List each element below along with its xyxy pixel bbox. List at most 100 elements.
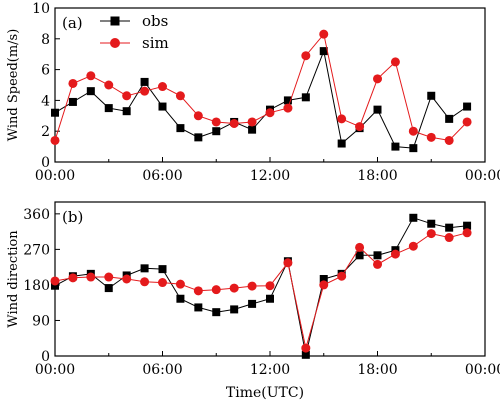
panel-b-obs-point — [266, 294, 274, 303]
panel-b-sim-point — [283, 258, 293, 268]
panel-b-sim-point — [175, 279, 185, 289]
panel-a-wind-speed: (a) Wind Speed(m/s) obs sim 00:00 06:00 12… — [6, 1, 500, 184]
panel-a-sim-point — [229, 119, 239, 128]
panel-b-sim-point — [158, 278, 167, 288]
panel-a-sim-point — [86, 71, 96, 81]
panel-b-sim-point — [86, 272, 96, 282]
panel-a-obs-point — [301, 93, 310, 102]
panel-a-obs-point — [319, 47, 328, 56]
panel-a-obs-point — [158, 102, 167, 111]
panel-b-x-tick-label: 12:00 — [250, 362, 290, 378]
panel-a-x-tick-label: 06:00 — [142, 168, 182, 184]
panel-b-obs-point — [51, 281, 59, 290]
panel-b-obs-point — [104, 284, 113, 293]
panel-b-plot-frame — [54, 201, 486, 357]
panel-b-obs-point — [319, 275, 328, 283]
panel-b-sim-point — [122, 274, 132, 284]
panel-b-x-tick-label: 06:00 — [142, 362, 182, 378]
panel-b-sim-point — [50, 276, 60, 286]
panel-b-sim-line — [54, 232, 468, 349]
panel-b-obs-point — [301, 350, 310, 359]
panel-b-sim-point — [104, 272, 114, 282]
panel-b-sim-point — [193, 286, 203, 296]
panel-b-y-tick-label: 0 — [41, 349, 50, 365]
panel-a-sim-point — [462, 117, 472, 127]
panel-a-sim-point — [50, 135, 60, 145]
panel-b-y-tick-label: 360 — [23, 207, 50, 223]
panel-a-sim-point — [193, 111, 203, 121]
panel-a-x-tick-label: 00:00 — [35, 168, 75, 184]
panel-b-x-tick-label: 00:00 — [465, 362, 500, 378]
legend-sim-marker — [110, 38, 120, 48]
panel-b-sim-point — [390, 249, 400, 259]
panel-a-sim-point — [337, 114, 347, 124]
panel-a-x-tick-label: 00:00 — [465, 168, 500, 184]
panel-a-sim-point — [104, 80, 114, 90]
panel-b-sim-point — [373, 259, 382, 269]
panel-b-obs-point — [194, 303, 203, 312]
panel-b-obs-point — [427, 219, 436, 228]
panel-b-y-tick-label: 90 — [32, 313, 50, 329]
panel-b-sim-point — [140, 277, 150, 287]
panel-b-x-axis-label: Time(UTC) — [226, 385, 304, 401]
panel-b-obs-point — [176, 294, 185, 303]
panel-b-wind-direction: (b) Wind direction Time(UTC) 00:00 06:00 1… — [6, 201, 500, 401]
panel-b-sim-point — [68, 273, 78, 283]
panel-a-obs-point — [373, 105, 382, 114]
panel-b-obs-point — [230, 305, 239, 314]
panel-a-obs-point — [409, 144, 418, 153]
panel-b-x-tick-label: 18:00 — [357, 362, 397, 378]
panel-a-sim-point — [158, 82, 167, 92]
panel-a-sim-point — [355, 122, 365, 132]
panel-a-sim-point — [373, 74, 382, 84]
panel-a-obs-point — [140, 77, 149, 86]
legend-obs-marker — [110, 16, 120, 26]
panel-b-sim-point — [444, 233, 454, 243]
panel-a-obs-point — [391, 142, 400, 151]
panel-a-y-tick-label: 8 — [41, 32, 50, 48]
legend-sim-label: sim — [142, 34, 169, 52]
panel-a-x-tick-label: 18:00 — [357, 168, 397, 184]
panel-a-sim-point — [390, 57, 400, 67]
panel-a-obs-point — [445, 114, 454, 123]
panel-a-plot-frame — [54, 7, 486, 163]
panel-b-sim-point — [426, 229, 436, 239]
panel-a-sim-point — [122, 91, 132, 101]
panel-a-sim-point — [247, 117, 257, 127]
panel-b-obs-point — [373, 251, 382, 260]
panel-a-obs-point — [104, 104, 113, 113]
panel-a-obs-point — [248, 125, 257, 134]
panel-a-sim-point — [265, 108, 275, 118]
panel-a-obs-point — [337, 139, 346, 148]
panel-b-obs-point — [248, 299, 257, 308]
panel-b-obs-point — [355, 251, 364, 260]
panel-a-sim-point — [319, 29, 329, 39]
panel-b-obs-point — [445, 223, 454, 232]
panel-b-x-tick-label: 00:00 — [35, 362, 75, 378]
panel-a-obs-point — [283, 96, 292, 105]
panel-a-obs-point — [176, 124, 185, 133]
panel-b-obs-point — [212, 308, 221, 317]
panel-a-legend: obs sim — [100, 12, 169, 52]
panel-b-sim-point — [247, 281, 257, 291]
panel-a-x-tick-label: 12:00 — [250, 168, 290, 184]
panel-a-sim-point — [175, 91, 185, 101]
panel-b-label: (b) — [62, 208, 83, 226]
panel-b-sim-point — [462, 228, 472, 238]
panel-b-sim-point — [355, 242, 365, 252]
panel-b-sim-point — [319, 280, 329, 290]
panel-a-obs-point — [212, 127, 221, 136]
panel-a-obs-point — [122, 107, 131, 116]
panel-a-obs-point — [463, 102, 472, 111]
panel-a-obs-point — [427, 91, 436, 100]
panel-a-y-tick-label: 2 — [41, 124, 50, 140]
panel-a-sim-point — [301, 51, 311, 61]
panel-a-y-axis-label: Wind Speed(m/s) — [6, 29, 21, 142]
panel-a-sim-point — [211, 117, 221, 127]
panel-b-sim-point — [301, 343, 311, 353]
panel-a-sim-point — [283, 103, 293, 113]
panel-b-sim-point — [408, 241, 418, 251]
panel-b-y-tick-label: 270 — [23, 242, 50, 258]
panel-a-y-tick-label: 10 — [32, 1, 50, 17]
